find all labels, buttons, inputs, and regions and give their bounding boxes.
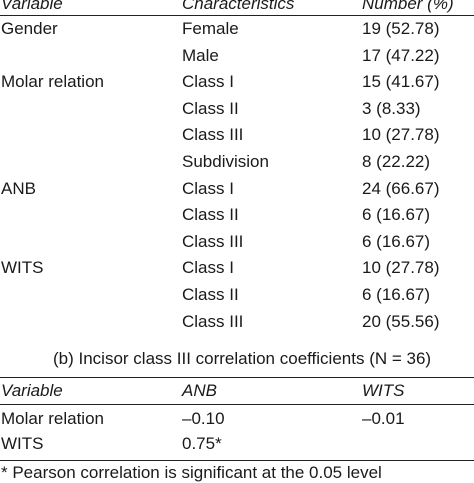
cell-number: 17 (47.22) <box>362 45 440 65</box>
table-b-header-variable: Variable <box>1 381 63 400</box>
cell-characteristic: Class II <box>182 285 239 304</box>
cell-characteristic: Class I <box>182 178 234 198</box>
table-a-header-number: Number (%) <box>362 0 454 13</box>
table-b-bottom-rule <box>0 460 474 461</box>
cell-characteristic: Class II <box>182 205 239 225</box>
cell-characteristic: Subdivision <box>182 152 269 171</box>
cell-characteristic: Class III <box>182 311 244 331</box>
table-a-header-rule <box>0 15 474 16</box>
cell-number: 15 (41.67) <box>362 72 440 92</box>
cell-characteristic: Class III <box>182 231 244 251</box>
table-b-header-anb: ANB <box>182 381 217 400</box>
cell-number: 3 (8.33) <box>362 98 421 118</box>
cell-characteristic: Class I <box>182 72 234 92</box>
cell-variable: Molar relation <box>1 409 104 428</box>
cell-anb: 0.75* <box>182 434 222 453</box>
cell-characteristic: Class II <box>182 98 239 118</box>
cell-number: 8 (22.22) <box>362 152 431 171</box>
cell-characteristic: Female <box>182 19 239 38</box>
cell-number: 6 (16.67) <box>362 205 431 225</box>
cell-variable: Molar relation <box>1 72 104 92</box>
cell-number: 10 (27.78) <box>362 258 440 278</box>
cell-number: 19 (52.78) <box>362 19 440 38</box>
table-a-header-characteristics: Characteristics <box>182 0 295 13</box>
table-a-header-variable: Variable <box>1 0 63 13</box>
cell-characteristic: Class III <box>182 125 244 145</box>
cell-variable: WITS <box>1 258 44 278</box>
cell-variable: ANB <box>1 178 36 198</box>
table-b-header-wits: WITS <box>362 381 405 400</box>
cell-variable: Gender <box>1 19 58 38</box>
cell-number: 6 (16.67) <box>362 285 431 304</box>
footnote: * Pearson correlation is significant at … <box>1 463 382 482</box>
table-b-title: (b) Incisor class III correlation coeffi… <box>53 349 432 368</box>
cell-anb: –0.10 <box>182 409 225 428</box>
cell-characteristic: Male <box>182 45 219 65</box>
table-b-header-rule <box>0 404 474 405</box>
cell-characteristic: Class I <box>182 258 234 278</box>
cell-wits: –0.01 <box>362 409 405 428</box>
cell-number: 20 (55.56) <box>362 311 440 331</box>
cell-number: 10 (27.78) <box>362 125 440 145</box>
cell-number: 24 (66.67) <box>362 178 440 198</box>
cell-variable: WITS <box>1 434 44 453</box>
cell-number: 6 (16.67) <box>362 231 431 251</box>
table-b-top-rule <box>0 377 474 378</box>
